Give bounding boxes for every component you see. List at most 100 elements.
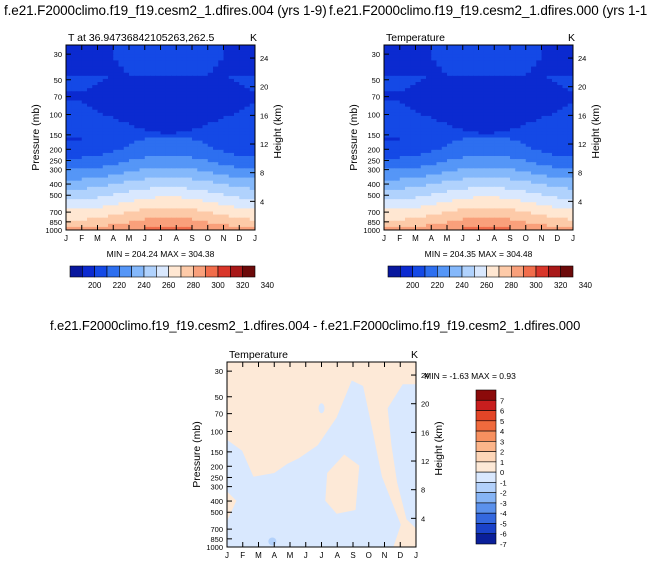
heatmap-cell [415, 51, 422, 55]
heatmap-cell [176, 149, 183, 154]
heatmap-cell [510, 223, 516, 228]
heatmap-cell [525, 66, 532, 71]
heatmap-cell [441, 140, 448, 145]
heatmap-cell [165, 134, 172, 139]
heatmap-cell [81, 152, 88, 157]
heatmap-cell [92, 146, 99, 151]
heatmap-cell [462, 128, 469, 132]
heatmap-cell [399, 205, 406, 210]
heatmap-cell [129, 45, 135, 49]
heatmap-cell [504, 140, 511, 145]
heatmap-cell [420, 134, 427, 139]
heatmap-cell [431, 205, 438, 210]
heatmap-cell [192, 186, 198, 191]
heatmap-cell [218, 162, 225, 166]
heatmap-cell [426, 119, 432, 123]
panel-stats: MIN = 204.35 MAX = 304.48 [425, 249, 533, 259]
heatmap-cell [510, 112, 516, 117]
heatmap-cell [118, 125, 125, 129]
heatmap-cell [420, 122, 427, 126]
heatmap-cell [192, 106, 198, 111]
heatmap-cell [536, 112, 543, 117]
heatmap-cell [66, 186, 72, 191]
heatmap-cell [66, 217, 72, 222]
heatmap-cell [515, 174, 522, 179]
heatmap-cell [567, 88, 573, 92]
heatmap-cell [129, 137, 135, 142]
heatmap-cell [426, 149, 432, 154]
heatmap-cell [384, 109, 390, 114]
heatmap-cell [181, 205, 188, 210]
heatmap-cell [244, 103, 251, 108]
heatmap-cell [567, 214, 573, 219]
heatmap-cell [192, 45, 198, 49]
heatmap-cell [447, 223, 453, 228]
heatmap-cell [478, 177, 485, 182]
heatmap-cell [165, 199, 172, 203]
heatmap-cell [536, 174, 543, 179]
heatmap-cell [150, 193, 156, 197]
heatmap-cell [192, 112, 198, 117]
heatmap-cell [71, 69, 78, 74]
heatmap-cell [431, 193, 438, 197]
colorbar-box [475, 502, 497, 514]
heatmap-cell [468, 186, 474, 191]
heatmap-cell [405, 69, 411, 74]
heatmap-cell [567, 143, 573, 148]
heatmap-cell [176, 131, 183, 136]
heatmap-cell [436, 69, 443, 74]
heatmap-cell [546, 162, 553, 166]
heatmap-cell [468, 125, 474, 129]
heatmap-cell [473, 134, 480, 139]
heatmap-cell [536, 97, 543, 102]
heatmap-cell [102, 226, 109, 230]
heatmap-cell [207, 122, 214, 126]
heatmap-cell [239, 88, 246, 92]
heatmap-cell [562, 217, 569, 222]
heatmap-cell [129, 97, 135, 102]
heatmap-cell [541, 131, 548, 136]
heatmap-cell [557, 186, 564, 191]
heatmap-cell [552, 211, 558, 216]
heatmap-cell [562, 205, 569, 210]
heatmap-cell [531, 115, 537, 120]
heatmap-cell [202, 214, 209, 219]
y2-axis-label: Height (km) [433, 421, 445, 475]
heatmap-cell [186, 214, 193, 219]
heatmap-cell [489, 128, 495, 132]
heatmap-cell [186, 202, 193, 206]
heatmap-cell [223, 171, 230, 176]
heatmap-cell [102, 60, 109, 65]
heatmap-cell [394, 109, 401, 114]
heatmap-cell [108, 149, 114, 154]
heatmap-cell [546, 75, 553, 80]
heatmap-cell [457, 109, 464, 114]
heatmap-cell [113, 88, 120, 92]
heatmap-cell [462, 180, 469, 185]
heatmap-cell [76, 217, 83, 222]
heatmap-cell [557, 152, 564, 157]
heatmap-cell [452, 199, 459, 203]
heatmap-cell [452, 82, 459, 86]
heatmap-cell [452, 63, 459, 68]
heatmap-cell [436, 60, 443, 65]
heatmap-cell [144, 149, 151, 154]
heatmap-cell [76, 122, 83, 126]
heatmap-cell [447, 162, 453, 166]
heatmap-cell [384, 217, 390, 222]
heatmap-cell [510, 174, 516, 179]
heatmap-cell [405, 189, 411, 194]
heatmap-cell [176, 162, 183, 166]
heatmap-cell [134, 214, 141, 219]
heatmap-cell [97, 122, 104, 126]
heatmap-cell [81, 156, 88, 160]
heatmap-cell [557, 115, 564, 120]
heatmap-cell [473, 122, 480, 126]
heatmap-cell [473, 189, 480, 194]
colorbar-box [523, 265, 537, 278]
heatmap-cell [504, 100, 511, 105]
heatmap-cell [510, 106, 516, 111]
heatmap-cell [223, 134, 230, 139]
x-tick-label: J [159, 234, 163, 243]
heatmap-cell [531, 54, 537, 58]
